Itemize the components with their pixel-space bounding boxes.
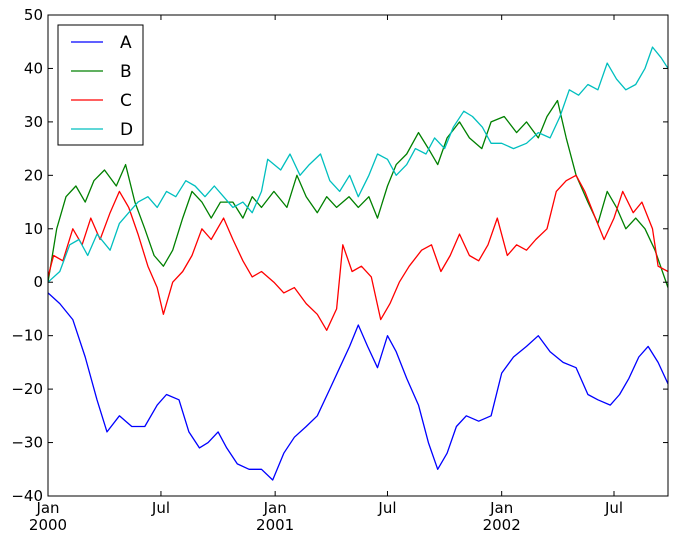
series-line-d [48,46,668,283]
legend-label-b: B [120,62,132,82]
y-tick-label: −40 [11,487,43,505]
y-tick-label: 50 [24,6,43,24]
plot-frame [47,14,669,497]
x-tick-label: Jul [151,499,170,517]
y-tick-label: 30 [24,113,43,131]
y-tick-label: 40 [24,59,43,77]
y-tick-label: 20 [24,166,43,184]
series-layer [48,46,668,481]
series-line-b [48,99,668,288]
x-tick-label: Jan [489,499,513,517]
y-tick-label: −20 [11,380,43,398]
x-tick-label: Jan [35,499,59,517]
series-line-c [48,174,668,331]
y-tick-label: −10 [11,327,43,345]
x-tick-label: Jan [263,499,287,517]
legend-box [57,24,144,146]
y-tick-label: 0 [33,273,43,291]
series-line-a [48,292,668,481]
x-tick-year-label: 2000 [29,516,67,534]
y-tick-label: 10 [24,220,43,238]
y-tick-label: −30 [11,434,43,452]
legend-label-a: A [120,33,132,53]
x-tick-year-label: 2002 [483,516,521,534]
x-tick-year-label: 2001 [256,516,294,534]
legend-label-d: D [120,120,133,140]
legend-label-c: C [120,91,132,111]
x-tick-label: Jul [604,499,623,517]
x-tick-label: Jul [377,499,396,517]
